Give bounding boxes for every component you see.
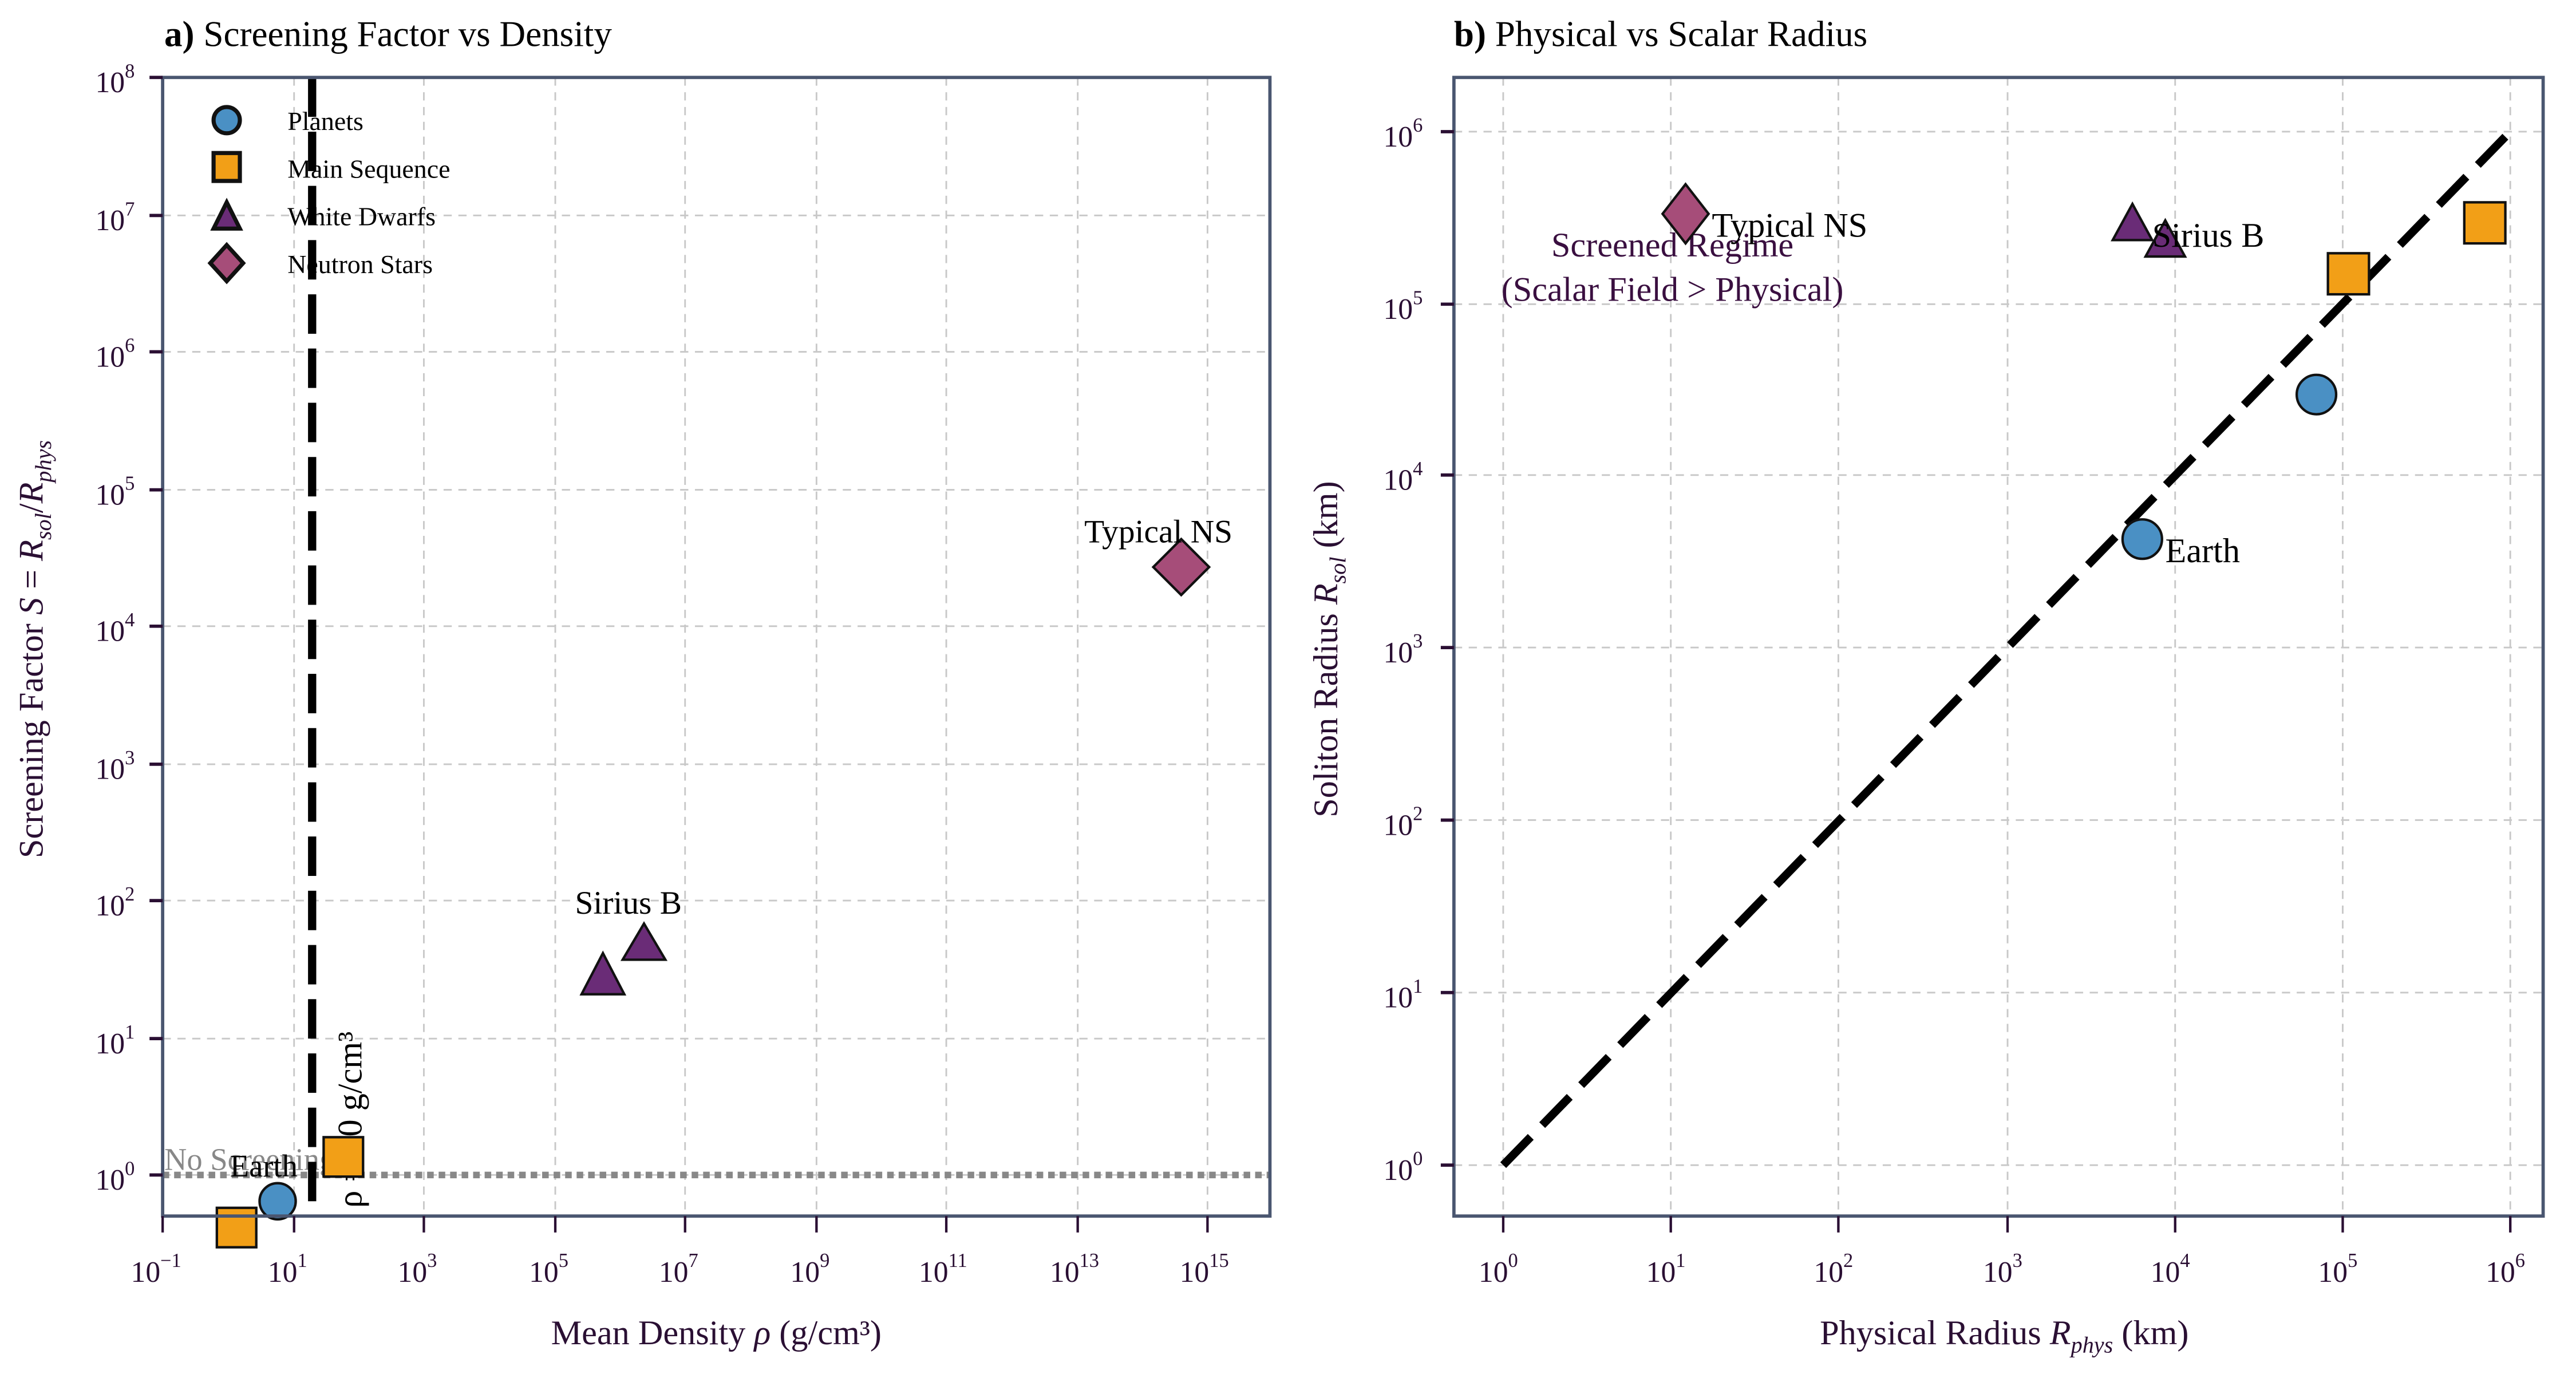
panel-a-title: a) Screening Factor vs Density [164,14,612,54]
marker-white-dwarf-sirius-b[interactable] [2143,218,2187,258]
marker-neutron-star[interactable] [1151,537,1211,597]
marker-planet-earth[interactable] [2121,518,2163,560]
svg-text:103: 103 [1383,630,1423,669]
svg-text:104: 104 [1383,458,1423,497]
svg-text:107: 107 [659,1250,698,1289]
legend-planets: Planets [287,106,364,136]
svg-text:100: 100 [1383,1148,1423,1187]
svg-text:106: 106 [1383,114,1423,153]
svg-text:104: 104 [2151,1250,2190,1289]
legend-neutron-stars: Neutron Stars [287,250,433,279]
sirius-b-label: Sirius B [2152,216,2265,255]
marker-main-sequence-1[interactable] [2326,252,2370,296]
panel-a-legend: Planets Main Sequence White Dwarfs Neutr… [207,105,451,285]
marker-neutron-star[interactable] [1661,182,1710,246]
svg-text:108: 108 [95,60,135,99]
panel-a-ylabel: Screening Factor S = Rsol/Rphys [13,440,56,858]
panel-b-ylabel: Soliton Radius Rsol (km) [1307,481,1350,817]
svg-text:102: 102 [95,883,135,922]
threshold-label: ρ = 20 g/cm³ [331,1032,369,1208]
marker-white-dwarf-1[interactable] [579,950,627,996]
sirius-b-label: Sirius B [575,885,682,921]
typical-ns-label: Typical NS [1084,514,1232,550]
legend-main-sequence: Main Sequence [287,154,450,183]
svg-text:107: 107 [95,198,135,237]
svg-text:101: 101 [268,1250,307,1289]
svg-text:105: 105 [1383,287,1423,326]
panel-b-grid [1453,77,2543,1217]
panel-a-yticks: 100 101 102 103 104 105 106 107 108 [95,60,163,1197]
panel-a-xlabel: Mean Density ρ (g/cm³) [551,1314,882,1352]
typical-ns-label: Typical NS [1712,207,1867,245]
screened-regime-sublabel: (Scalar Field > Physical) [1502,271,1844,309]
svg-text:104: 104 [95,609,135,648]
svg-text:102: 102 [1383,803,1423,842]
legend-white-dwarfs: White Dwarfs [287,202,436,231]
earth-label: Earth [230,1148,298,1183]
panel-b-xticks: 100 101 102 103 104 105 106 [1479,1216,2525,1289]
marker-main-sequence-star[interactable] [322,1136,365,1178]
marker-main-sequence-sun[interactable] [215,1206,258,1249]
svg-text:106: 106 [2486,1250,2525,1289]
svg-text:106: 106 [95,335,135,374]
legend-neutron-stars-icon [207,242,246,285]
svg-text:105: 105 [529,1250,568,1289]
panel-a-frame [161,76,1272,1218]
panel-a: a) Screening Factor vs Density No Screen… [13,14,1272,1352]
svg-text:10−1: 10−1 [131,1250,181,1289]
legend-main-sequence-icon [211,151,242,183]
svg-text:100: 100 [1479,1250,1518,1289]
panel-b-title: b) Physical vs Scalar Radius [1454,14,1867,54]
reference-line-y-equals-x [1500,128,2514,1168]
screened-regime-label: Screened Regime [1551,226,1793,264]
svg-text:109: 109 [790,1250,829,1289]
no-screening-label: No Screening [164,1142,335,1177]
marker-white-dwarf-1[interactable] [2111,201,2155,242]
svg-text:102: 102 [1814,1250,1853,1289]
svg-text:103: 103 [398,1250,437,1289]
panel-a-xticks: 10−1 101 103 105 107 109 1011 1013 1015 [131,1216,1229,1289]
svg-text:103: 103 [1983,1250,2022,1289]
svg-text:101: 101 [95,1021,135,1060]
svg-text:101: 101 [1383,976,1423,1014]
svg-text:100: 100 [95,1158,135,1197]
panel-b-xlabel: Physical Radius Rphys (km) [1820,1314,2188,1357]
panel-b: b) Physical vs Scalar Radius Screened Re… [1307,14,2545,1357]
panel-b-yticks: 100 101 102 103 104 105 106 [1383,114,1454,1187]
marker-white-dwarf-sirius-b[interactable] [620,921,668,961]
svg-text:105: 105 [95,473,135,512]
legend-planets-icon [211,105,242,136]
svg-text:103: 103 [95,747,135,786]
svg-text:1013: 1013 [1050,1250,1099,1289]
svg-text:105: 105 [2318,1250,2357,1289]
marker-planet-earth[interactable] [258,1182,297,1221]
marker-planet-jupiter[interactable] [2295,373,2338,416]
svg-text:1015: 1015 [1180,1250,1229,1289]
svg-text:1011: 1011 [919,1250,967,1289]
panel-a-grid [163,77,1270,1217]
earth-label: Earth [2166,532,2240,570]
marker-main-sequence-2[interactable] [2463,201,2507,245]
legend-white-dwarfs-icon [210,198,243,231]
svg-text:101: 101 [1646,1250,1686,1289]
